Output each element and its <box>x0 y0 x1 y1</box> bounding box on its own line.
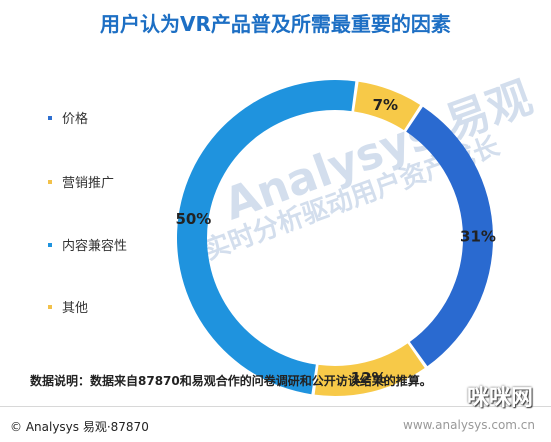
slice-value-label: 7% <box>373 96 398 114</box>
donut-slice <box>406 106 493 367</box>
chart-title: 用户认为VR产品普及所需最重要的因素 <box>100 12 451 36</box>
watermark-site: 咪咪网 <box>466 386 533 411</box>
legend-item-compatibility: 内容兼容性 <box>48 235 127 254</box>
legend-label: 营销推广 <box>62 176 115 191</box>
watermark-url: www.analysys.com.cn <box>403 418 535 432</box>
legend-label: 内容兼容性 <box>62 239 128 254</box>
legend-label: 价格 <box>62 112 89 127</box>
donut-slice <box>354 81 421 131</box>
footer-divider <box>0 406 551 407</box>
slice-value-label: 31% <box>460 228 496 246</box>
footer-copyright: © Analysys 易观·87870 <box>10 420 149 434</box>
data-note: 数据说明：数据来自87870和易观合作的问卷调研和公开访谈结果的推算。 <box>30 374 432 388</box>
legend-marker <box>48 242 52 247</box>
donut-slice <box>314 343 425 396</box>
legend-item-price: 价格 <box>48 108 88 127</box>
legend-item-marketing: 营销推广 <box>48 172 114 191</box>
donut-slice <box>177 80 356 395</box>
slice-value-label: 12% <box>351 369 387 387</box>
legend-label: 其他 <box>62 301 89 316</box>
legend-marker <box>48 179 52 184</box>
legend-item-other: 其他 <box>48 297 88 316</box>
slice-value-label: 50% <box>175 210 211 228</box>
legend-marker <box>48 115 52 120</box>
legend-marker <box>48 304 52 309</box>
